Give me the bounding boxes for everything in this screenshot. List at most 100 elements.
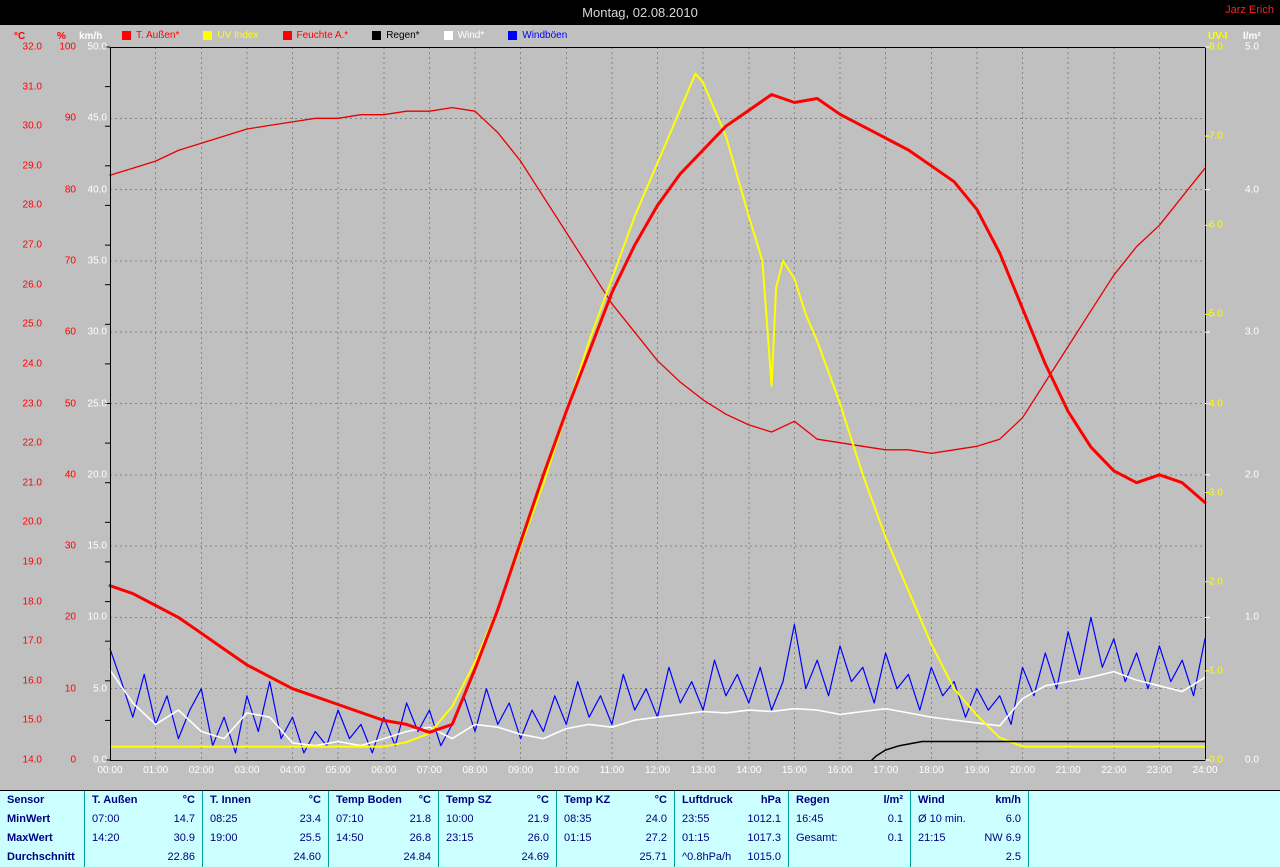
stats-cell: 24.60 xyxy=(210,848,321,867)
x-axis-label: 13:00 xyxy=(690,765,716,776)
stats-cell-right: 25.71 xyxy=(639,851,667,863)
chart-region: °C % km/h UV-I l/m² T. Außen* UV Index Feu… xyxy=(0,25,1280,790)
legend-swatch xyxy=(282,31,292,40)
stats-cell-left: 10:00 xyxy=(446,813,474,825)
stats-cell-left: 21:15 xyxy=(918,832,946,844)
y-axis-label-uv: 7.0 xyxy=(1209,130,1223,142)
stats-cell: Ø 10 min. 6.0 xyxy=(918,810,1021,829)
stats-cell-left: T. Außen xyxy=(92,794,138,806)
y-axis-label-uv: 8.0 xyxy=(1209,41,1223,53)
stats-cell-left: 14:20 xyxy=(92,832,120,844)
stats-cell: T. Innen °C xyxy=(210,791,321,810)
y-axis-label-rain: 2.0 xyxy=(1245,469,1259,481)
stats-col-5: Luftdruck hPa 23:55 1012.1 01:15 1017.3 ^0.8hP… xyxy=(675,791,789,867)
stats-cell: Luftdruck hPa xyxy=(682,791,781,810)
y-axis-label-humidity: 80 xyxy=(64,184,76,196)
chart-title: Montag, 02.08.2010 xyxy=(582,5,698,20)
stats-cell-right: 1015.0 xyxy=(747,851,781,863)
stats-col-6: Regen l/m² 16:45 0.1 Gesamt: 0.1 xyxy=(789,791,911,867)
y-axis-label-temp: 25.0 xyxy=(22,318,42,330)
x-axis-label: 14:00 xyxy=(736,765,762,776)
y-axis-label-wind: 50.0 xyxy=(87,41,107,53)
stats-cell-right: °C xyxy=(182,794,195,806)
stats-col-1: T. Innen °C 08:25 23.4 19:00 25.5 24.60 xyxy=(203,791,329,867)
x-axis-label: 15:00 xyxy=(781,765,807,776)
stats-cell-right: NW 6.9 xyxy=(984,832,1021,844)
y-axis-label-temp: 24.0 xyxy=(22,358,42,370)
axis-unit-temp: °C xyxy=(14,31,26,42)
stats-cell-right: 23.4 xyxy=(299,813,321,825)
stats-cell: 07:10 21.8 xyxy=(336,810,431,829)
y-axis-label-humidity: 60 xyxy=(64,326,76,338)
y-axis-label-wind: 5.0 xyxy=(93,683,107,695)
stats-cell-right: 21.8 xyxy=(409,813,431,825)
legend-label: Regen* xyxy=(386,30,420,41)
y-axis-label-temp: 29.0 xyxy=(22,160,42,172)
y-axis-label-temp: 19.0 xyxy=(22,556,42,568)
axis-unit-humidity: % xyxy=(57,31,66,42)
stats-cell: 24.69 xyxy=(446,848,549,867)
stats-cell-left: Regen xyxy=(796,794,830,806)
stats-table: Sensor MinWert MaxWert Durchschnitt T. Außen… xyxy=(0,790,1280,867)
x-axis-label: 03:00 xyxy=(234,765,260,776)
stats-cell-left: 01:15 xyxy=(682,832,710,844)
stats-cell-right: 26.0 xyxy=(527,832,549,844)
legend-item-1: UV Index xyxy=(203,30,259,41)
stats-cell-right: 21.9 xyxy=(527,813,549,825)
x-axis-label: 16:00 xyxy=(827,765,853,776)
stats-cell-left: 23:15 xyxy=(446,832,474,844)
y-axis-label-temp: 21.0 xyxy=(22,477,42,489)
series-T. Außen xyxy=(108,93,1207,734)
y-axis-label-temp: 14.0 xyxy=(22,754,42,766)
stats-cell: 16:45 0.1 xyxy=(796,810,903,829)
y-axis-label-humidity: 40 xyxy=(64,469,76,481)
stats-cell-left: 16:45 xyxy=(796,813,824,825)
y-axis-label-humidity: 50 xyxy=(64,398,76,409)
stats-cell: Gesamt: 0.1 xyxy=(796,829,903,848)
stats-row-label: Sensor xyxy=(7,794,45,806)
stats-cell: 21:15 NW 6.9 xyxy=(918,829,1021,848)
stats-cell-left: Temp KZ xyxy=(564,794,611,806)
stats-cell-right: 24.69 xyxy=(521,851,549,863)
stats-cell xyxy=(796,848,903,867)
y-axis-label-temp: 17.0 xyxy=(22,635,42,647)
y-axis-label-temp: 28.0 xyxy=(22,199,42,211)
stats-col-0: T. Außen °C 07:00 14.7 14:20 30.9 22.86 xyxy=(85,791,203,867)
stats-cell: ^0.8hPa/h 1015.0 xyxy=(682,848,781,867)
stats-cell-right: 6.0 xyxy=(1005,813,1021,825)
stats-cell-left: 08:35 xyxy=(564,813,592,825)
y-axis-label-uv: 0.0 xyxy=(1209,754,1223,766)
stats-cell-left: 19:00 xyxy=(210,832,238,844)
stats-cell: 22.86 xyxy=(92,848,195,867)
stats-cell: 10:00 21.9 xyxy=(446,810,549,829)
legend-label: Windböen xyxy=(522,30,568,41)
legend-swatch xyxy=(203,31,213,40)
y-axis-label-rain: 4.0 xyxy=(1245,184,1259,196)
stats-cell-left: 01:15 xyxy=(564,832,592,844)
y-axis-label-temp: 22.0 xyxy=(22,437,42,449)
y-axis-label-rain: 0.0 xyxy=(1245,754,1259,766)
y-axis-label-temp: 18.0 xyxy=(22,596,42,608)
stats-cell-right: 2.5 xyxy=(1005,851,1021,863)
stats-cell-left: Temp Boden xyxy=(336,794,402,806)
x-axis-label: 10:00 xyxy=(553,765,579,776)
x-axis-label: 24:00 xyxy=(1192,765,1218,776)
legend: T. Außen* UV Index Feuchte A.* Regen* Wind* W… xyxy=(122,30,567,41)
x-axis-label: 18:00 xyxy=(918,765,944,776)
stats-col-filler xyxy=(1029,791,1280,867)
y-axis-label-wind: 0.0 xyxy=(93,754,107,766)
stats-cell-right: 0.1 xyxy=(887,813,903,825)
y-axis-label-wind: 10.0 xyxy=(87,611,107,623)
y-axis-label-temp: 32.0 xyxy=(22,41,42,53)
y-axis-label-wind: 35.0 xyxy=(87,255,107,267)
legend-item-0: T. Außen* xyxy=(122,30,179,41)
stats-cell-left: Wind xyxy=(918,794,945,806)
stats-cell-right: °C xyxy=(654,794,667,806)
x-axis-label: 08:00 xyxy=(462,765,488,776)
y-axis-label-humidity: 90 xyxy=(64,112,76,124)
stats-cell-right: 14.7 xyxy=(173,813,195,825)
y-axis-label-temp: 16.0 xyxy=(22,675,42,687)
series-Feuchte A. xyxy=(109,106,1206,455)
y-axis-label-rain: 1.0 xyxy=(1245,611,1259,623)
